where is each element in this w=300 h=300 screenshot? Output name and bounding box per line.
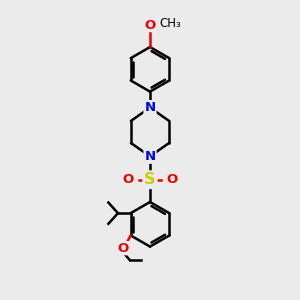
Text: N: N <box>144 101 156 114</box>
Text: O: O <box>144 19 156 32</box>
Text: O: O <box>118 242 129 255</box>
Text: CH₃: CH₃ <box>159 16 181 30</box>
Text: O: O <box>123 173 134 186</box>
Text: N: N <box>144 150 156 163</box>
Text: O: O <box>166 173 177 186</box>
Text: S: S <box>144 172 156 187</box>
